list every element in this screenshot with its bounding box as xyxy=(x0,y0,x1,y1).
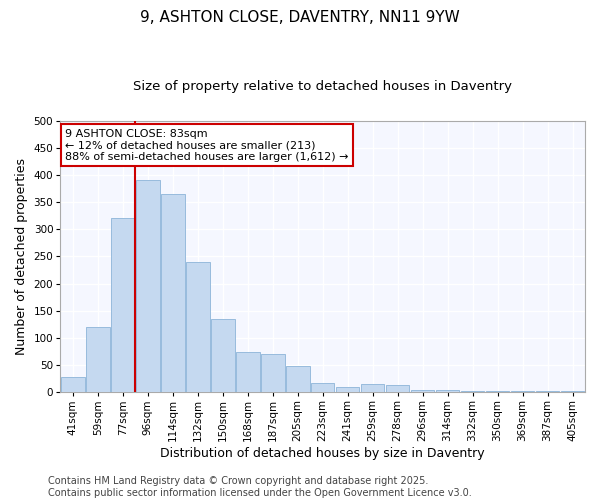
Bar xyxy=(86,327,110,392)
Bar xyxy=(485,390,509,392)
Bar xyxy=(136,180,160,392)
Bar xyxy=(361,384,385,392)
Bar xyxy=(286,366,310,392)
Bar xyxy=(461,390,484,392)
X-axis label: Distribution of detached houses by size in Daventry: Distribution of detached houses by size … xyxy=(160,447,485,460)
Bar xyxy=(386,385,409,392)
Y-axis label: Number of detached properties: Number of detached properties xyxy=(15,158,28,355)
Bar xyxy=(211,319,235,392)
Bar xyxy=(261,354,284,393)
Bar xyxy=(161,194,185,392)
Bar xyxy=(436,390,460,392)
Text: 9 ASHTON CLOSE: 83sqm
← 12% of detached houses are smaller (213)
88% of semi-det: 9 ASHTON CLOSE: 83sqm ← 12% of detached … xyxy=(65,128,349,162)
Bar xyxy=(411,390,434,392)
Title: Size of property relative to detached houses in Daventry: Size of property relative to detached ho… xyxy=(133,80,512,93)
Bar xyxy=(111,218,134,392)
Bar xyxy=(186,262,209,392)
Bar xyxy=(536,390,559,392)
Text: 9, ASHTON CLOSE, DAVENTRY, NN11 9YW: 9, ASHTON CLOSE, DAVENTRY, NN11 9YW xyxy=(140,10,460,25)
Bar xyxy=(61,377,85,392)
Bar xyxy=(336,387,359,392)
Bar xyxy=(236,352,260,393)
Bar xyxy=(311,382,334,392)
Text: Contains HM Land Registry data © Crown copyright and database right 2025.
Contai: Contains HM Land Registry data © Crown c… xyxy=(48,476,472,498)
